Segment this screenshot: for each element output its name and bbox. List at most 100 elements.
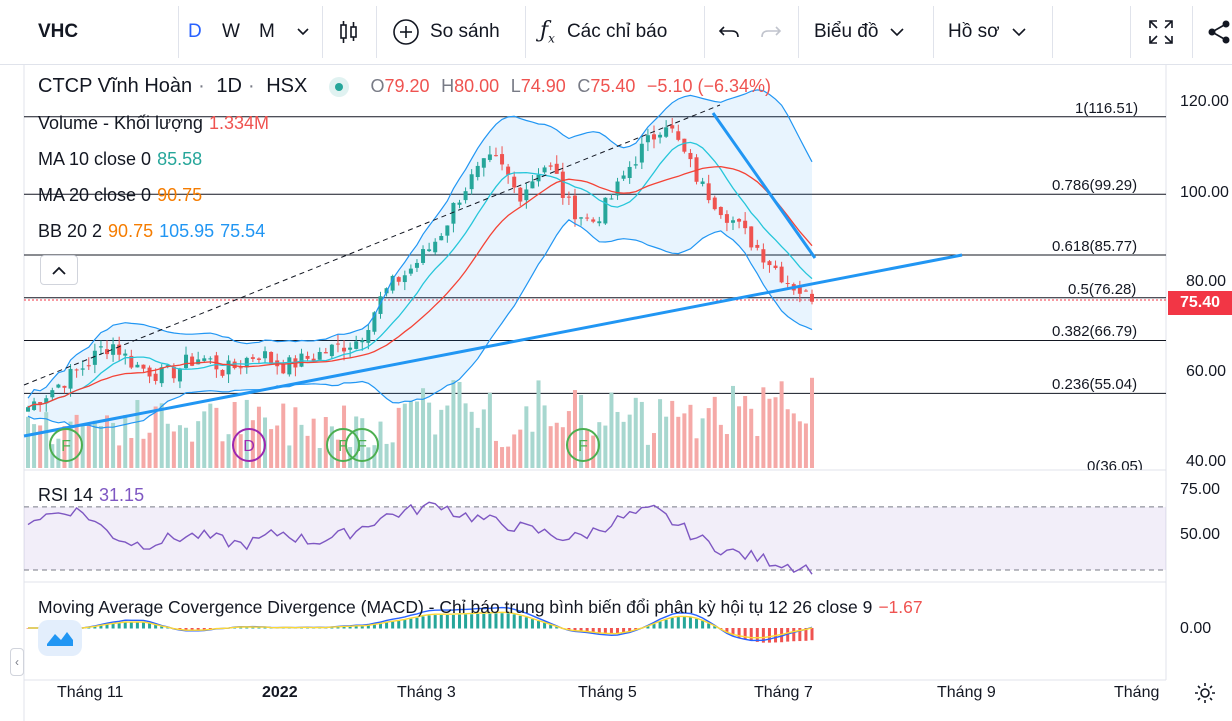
candlesticks <box>26 118 814 412</box>
fibonacci-retracement[interactable] <box>24 116 1166 394</box>
volume-bar <box>402 403 407 468</box>
rsi-label: RSI 14 <box>38 485 94 505</box>
event-marker-label: F <box>338 438 348 455</box>
fullscreen-icon[interactable] <box>1148 0 1174 64</box>
settings-gear-icon[interactable] <box>1194 682 1216 709</box>
macd-histogram-bar <box>658 621 662 629</box>
volume-bar <box>208 403 213 468</box>
profile-dropdown[interactable]: Hồ sơ <box>948 0 1026 64</box>
collapse-sidebar-button[interactable]: ‹ <box>10 648 24 676</box>
trendline-drawings[interactable] <box>23 104 963 438</box>
ma20-legend[interactable]: MA 20 close 0 90.75 <box>38 185 208 206</box>
redo-icon[interactable] <box>760 0 782 64</box>
indicators-button[interactable]: ƒx Các chỉ báo <box>540 0 667 64</box>
function-icon: ƒx <box>540 18 555 46</box>
volume-bar <box>737 406 742 468</box>
volume-legend[interactable]: Volume - Khối lượng 1.334M <box>38 113 275 134</box>
macd-histogram-bar <box>628 628 632 632</box>
macd-histogram-bar <box>385 622 389 629</box>
volume-bar <box>524 406 529 468</box>
macd-histogram-bar <box>154 624 158 629</box>
interval-day-button[interactable]: D <box>188 21 202 42</box>
macd-histogram-bar <box>512 614 516 629</box>
volume-bar <box>773 397 778 468</box>
market-status-icon[interactable] <box>328 76 349 97</box>
candle-body <box>244 357 249 368</box>
macd-histogram-bar <box>251 627 255 629</box>
macd-histogram-bar <box>585 628 589 632</box>
volume-bar <box>269 429 274 468</box>
candle-body <box>38 402 43 405</box>
candle-body <box>117 344 122 355</box>
volume-bar <box>220 441 225 468</box>
candle-body <box>512 176 517 188</box>
bb-legend[interactable]: BB 20 2 90.75 105.95 75.54 <box>38 221 271 242</box>
volume-bar <box>159 403 164 468</box>
candle-body <box>585 217 590 219</box>
macd-legend[interactable]: Moving Average Covergence Divergence (MA… <box>38 597 929 618</box>
bb-label: BB 20 2 <box>38 221 103 241</box>
volume-bar <box>117 445 122 468</box>
volume-label: Volume - Khối lượng <box>38 113 203 133</box>
candle-body <box>560 171 565 198</box>
volume-bar <box>305 435 310 468</box>
candle-body <box>287 357 292 375</box>
interval-month-button[interactable]: M <box>259 21 275 42</box>
volume-bar <box>98 425 103 468</box>
volume-bar <box>706 408 711 468</box>
rsi-legend[interactable]: RSI 14 31.15 <box>38 485 150 506</box>
macd-histogram-bar <box>93 626 97 629</box>
candle-body <box>475 165 480 178</box>
macd-histogram-bar <box>415 617 419 629</box>
macd-histogram-bar <box>135 622 139 629</box>
compare-button[interactable]: So sánh <box>392 0 500 64</box>
macd-histogram-bar <box>749 628 753 642</box>
volume-bar <box>44 412 49 468</box>
volume-bar <box>275 425 280 468</box>
event-marker-label: D <box>243 438 255 455</box>
volume-bar <box>190 441 195 468</box>
volume-bar <box>32 424 37 468</box>
volume-bar <box>123 415 128 468</box>
candles-icon[interactable] <box>338 0 360 64</box>
volume-bar <box>135 400 140 468</box>
interval-week-button[interactable]: W <box>222 21 240 42</box>
tradingview-logo-icon[interactable] <box>38 620 82 656</box>
candle-body <box>591 219 596 222</box>
volume-bar <box>177 425 182 468</box>
undo-icon[interactable] <box>718 0 740 64</box>
ma10-legend[interactable]: MA 10 close 0 85.58 <box>38 149 208 170</box>
candle-body <box>676 131 681 140</box>
candle-body <box>797 287 802 294</box>
share-icon[interactable] <box>1206 0 1232 64</box>
divider <box>178 6 179 58</box>
volume-bar <box>439 409 444 468</box>
candle-body <box>737 218 742 222</box>
chart-type-dropdown[interactable]: Biểu đồ <box>814 0 905 64</box>
volume-bar <box>354 416 359 468</box>
candle-body <box>190 356 195 366</box>
candle-body <box>147 367 152 377</box>
divider <box>1192 6 1193 58</box>
volume-bar <box>536 380 541 468</box>
volume-bar <box>256 406 261 468</box>
chevron-down-icon <box>890 28 905 37</box>
macd-histogram-bar <box>518 615 522 629</box>
time-axis-label: Tháng <box>1114 684 1160 701</box>
volume-bar <box>579 394 584 468</box>
volume-bar <box>311 418 316 468</box>
event-marker-circle <box>232 428 266 462</box>
macd-histogram-bar <box>573 628 577 632</box>
collapse-legend-button[interactable] <box>40 255 78 285</box>
interval-dropdown-chevron-icon[interactable] <box>297 0 309 64</box>
candle-body <box>718 206 723 216</box>
volume-bar <box>749 408 754 468</box>
candle-body <box>196 359 201 365</box>
candle-body <box>208 358 213 360</box>
macd-histogram-bar <box>530 619 534 629</box>
symbol-search[interactable]: VHC <box>38 21 79 42</box>
macd-histogram-bar <box>239 627 243 629</box>
volume-bar <box>56 438 61 468</box>
